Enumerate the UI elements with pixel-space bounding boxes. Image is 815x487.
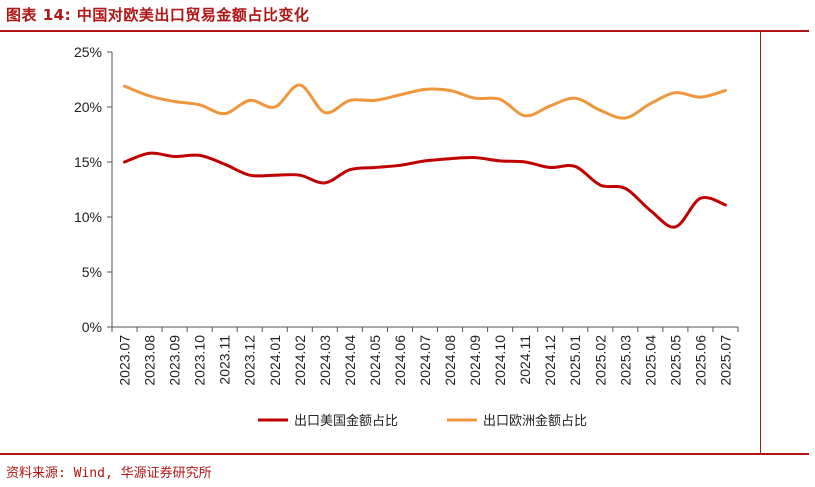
- figure-title: 图表 14: 中国对欧美出口贸易金额占比变化: [6, 6, 310, 24]
- x-tick-label: 2025.03: [617, 335, 633, 386]
- x-tick-label: 2023.10: [192, 335, 208, 386]
- x-tick-label: 2024.07: [417, 335, 433, 386]
- y-tick-label: 5%: [82, 264, 102, 280]
- x-tick-label: 2025.02: [592, 335, 608, 386]
- x-tick-label: 2024.04: [342, 335, 358, 386]
- x-tick-label: 2025.06: [692, 335, 708, 386]
- x-tick-label: 2024.02: [292, 335, 308, 386]
- x-tick-label: 2024.10: [492, 335, 508, 386]
- x-tick-label: 2024.01: [267, 335, 283, 386]
- x-tick-label: 2025.07: [717, 335, 733, 386]
- x-tick-label: 2023.11: [217, 335, 233, 385]
- axes: 0% 5% 10% 15% 20% 25% 2023.07 2023.08 2023.09 202…: [74, 44, 739, 386]
- x-tick-label: 2023.12: [242, 335, 258, 386]
- x-tick-label: 2023.07: [117, 335, 133, 386]
- series-line-europe-share: [123, 83, 727, 120]
- series-line-us-share: [123, 151, 727, 229]
- x-tick-label: 2024.11: [517, 335, 533, 385]
- x-tick-label: 2023.09: [167, 335, 183, 386]
- title-rule: [0, 30, 809, 32]
- y-tick-label: 15%: [74, 154, 102, 170]
- legend-label-us: 出口美国金额占比: [294, 413, 398, 429]
- x-tick-label: 2024.06: [392, 335, 408, 386]
- y-tick-label: 0%: [82, 319, 102, 335]
- y-tick-label: 25%: [74, 44, 102, 60]
- legend-label-europe: 出口欧洲金额占比: [483, 413, 587, 429]
- right-border-line: [760, 32, 761, 453]
- legend: 出口美国金额占比 出口欧洲金额占比: [258, 413, 587, 429]
- y-tick-label: 10%: [74, 209, 102, 225]
- x-tick-label: 2024.12: [542, 335, 558, 386]
- x-tick-label: 2023.08: [142, 335, 158, 386]
- x-tick-label: 2024.05: [367, 335, 383, 386]
- x-tick-label: 2025.01: [567, 335, 583, 386]
- x-tick-label: 2024.08: [442, 335, 458, 386]
- footer-rule: [0, 453, 809, 455]
- x-tick-label: 2024.03: [317, 335, 333, 386]
- series-lines: [123, 83, 727, 229]
- x-tick-label: 2025.05: [667, 335, 683, 386]
- x-tick-label: 2024.09: [467, 335, 483, 386]
- source-note: 资料来源: Wind, 华源证券研究所: [6, 466, 212, 481]
- y-tick-label: 20%: [74, 99, 102, 115]
- x-tick-label: 2025.04: [642, 335, 658, 386]
